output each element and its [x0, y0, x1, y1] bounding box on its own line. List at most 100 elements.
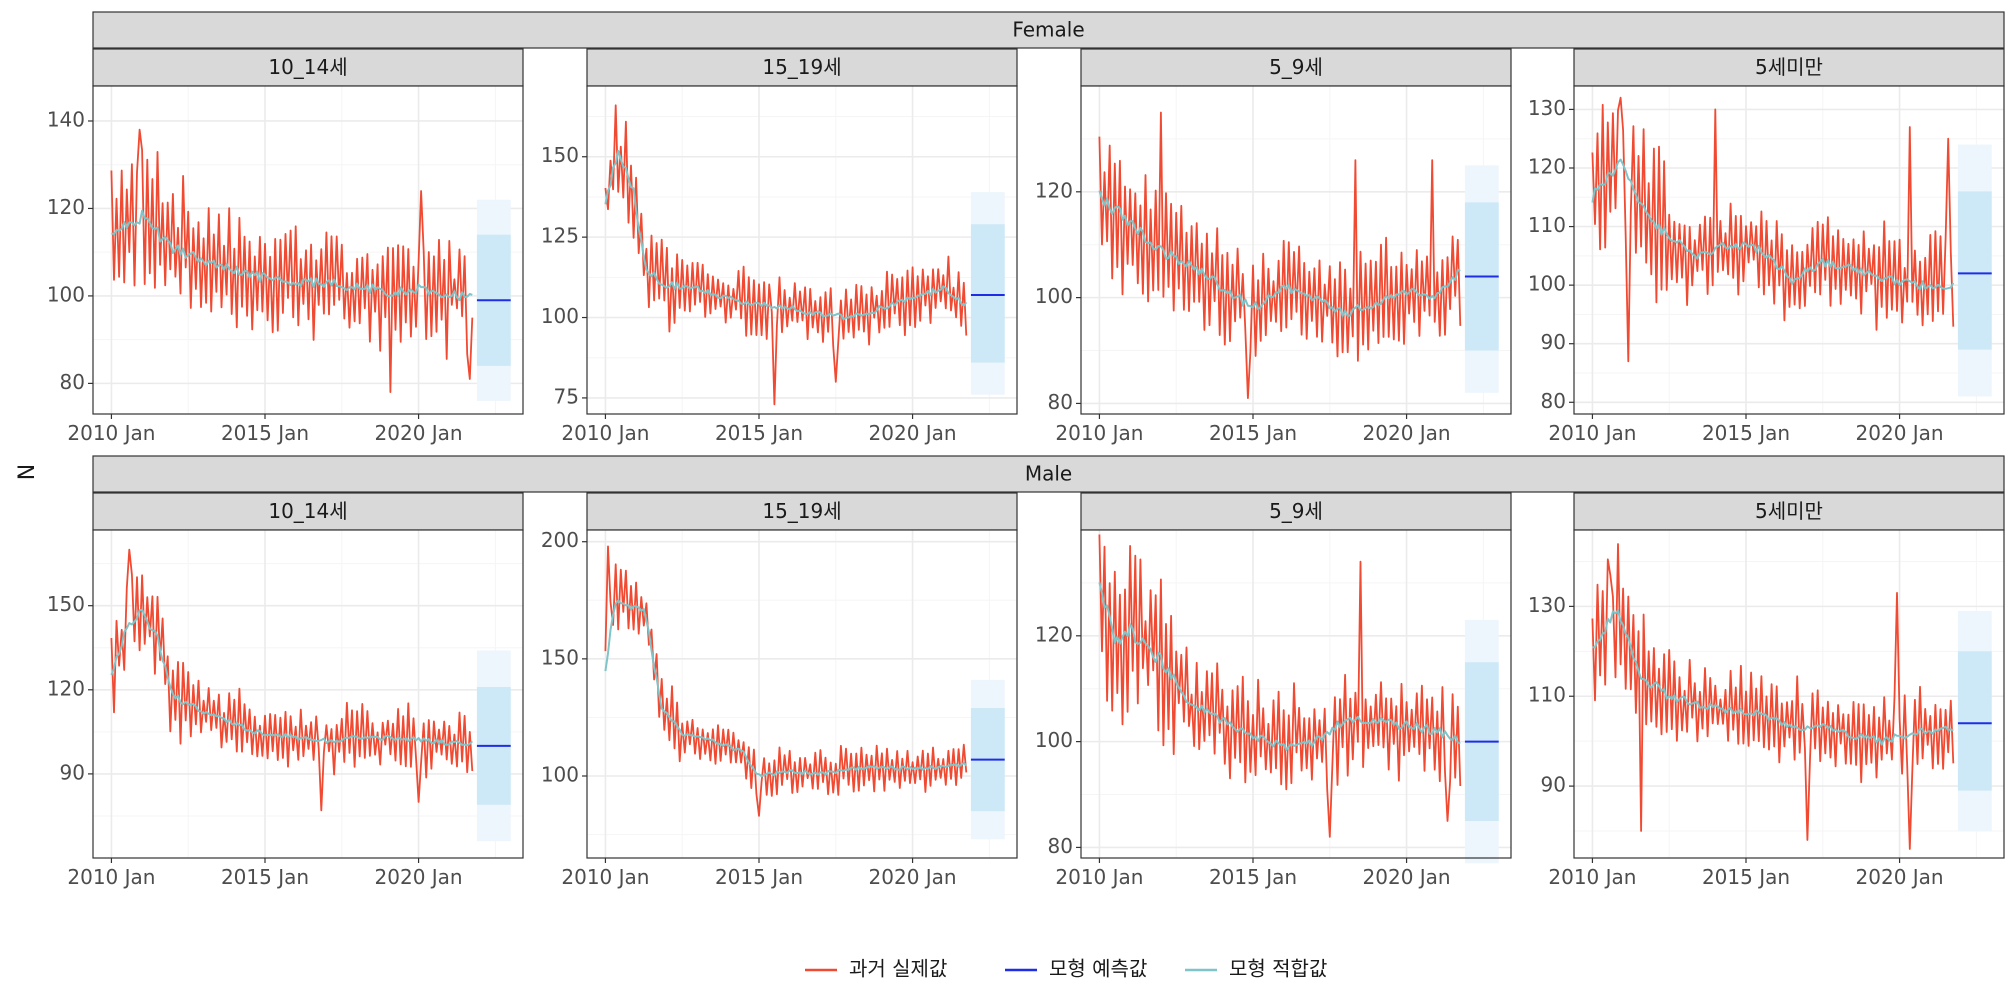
y-tick-label: 150	[541, 645, 579, 669]
panel-background	[93, 86, 523, 414]
y-tick-label: 75	[554, 384, 579, 408]
x-tick-label: 2015 Jan	[221, 865, 309, 889]
fitted-series-line	[1098, 582, 1461, 751]
x-tick-label: 2010 Jan	[561, 421, 649, 445]
chart-panels: 10_14세 80 100 120 140 2010 Jan 2015 Jan 2020 Ja…	[47, 11, 2005, 889]
x-tick-label: 2015 Jan	[715, 421, 803, 445]
x-tick-label: 2020 Jan	[375, 865, 463, 889]
y-tick-label: 80	[1048, 390, 1073, 414]
fitted-series-line	[604, 149, 968, 321]
y-tick-label: 100	[1035, 728, 1073, 752]
panel-background	[587, 86, 1017, 414]
panel-border	[1080, 529, 1512, 859]
x-tick-label: 2020 Jan	[869, 421, 957, 445]
facet-panel: 15_19세 100 150 200 2010 Jan 2015 Jan 2020 Jan	[541, 492, 1018, 889]
y-tick-label: 120	[1035, 622, 1073, 646]
sex-strip-label: Female	[1012, 18, 1084, 42]
x-tick-label: 2010 Jan	[1548, 421, 1636, 445]
fitted-series-line	[604, 599, 968, 778]
group-strip-label: 10_14세	[268, 55, 347, 79]
panel-background	[1081, 530, 1511, 858]
prediction-interval-80	[1957, 191, 1992, 350]
y-tick-label: 120	[1035, 178, 1073, 202]
facet-panel: 15_19세 75 100 125 150 2010 Jan 2015 Jan 2020 Ja…	[541, 48, 1018, 445]
prediction-interval-80	[970, 224, 1005, 363]
panel-background	[587, 530, 1017, 858]
fitted-series-line	[1592, 609, 1954, 746]
y-tick-label: 100	[541, 304, 579, 328]
group-strip	[92, 48, 524, 87]
x-tick-label: 2020 Jan	[1856, 865, 1944, 889]
sex-strip-label: Male	[1025, 462, 1072, 486]
x-tick-label: 2010 Jan	[67, 865, 155, 889]
fitted-series-line	[111, 209, 473, 302]
y-tick-label: 200	[541, 528, 579, 552]
group-strip-label: 15_19세	[762, 499, 841, 523]
y-tick-label: 80	[1541, 389, 1566, 413]
group-strip-label: 15_19세	[762, 55, 841, 79]
group-strip	[1573, 492, 2005, 531]
facet-panel: 5_9세 80 100 120 2010 Jan 2015 Jan 2020 Jan	[1035, 48, 1512, 445]
y-tick-label: 120	[47, 195, 85, 219]
x-tick-label: 2015 Jan	[1209, 421, 1297, 445]
y-tick-label: 80	[1048, 834, 1073, 858]
x-tick-label: 2010 Jan	[1055, 421, 1143, 445]
facet-panel: 5세미만 80 90 100 110 120 130 2010 Jan 2015 Jan 2020…	[1528, 48, 2005, 445]
y-tick-label: 100	[541, 763, 579, 787]
group-strip-label: 5세미만	[1755, 499, 1823, 523]
x-tick-label: 2015 Jan	[1702, 421, 1790, 445]
facet-panel: 5세미만 90 110 130 2010 Jan 2015 Jan 2020 Jan	[1528, 492, 2005, 889]
y-tick-label: 150	[47, 592, 85, 616]
y-tick-label: 120	[47, 676, 85, 700]
group-strip-label: 5세미만	[1755, 55, 1823, 79]
actual-series-line	[1591, 96, 1955, 363]
fitted-series-line	[1591, 158, 1955, 291]
group-strip-label: 10_14세	[268, 499, 347, 523]
panel-background	[93, 530, 523, 858]
y-tick-label: 100	[47, 282, 85, 306]
panel-border	[586, 529, 1018, 859]
actual-series-line	[110, 548, 474, 812]
x-tick-label: 2020 Jan	[1363, 421, 1451, 445]
y-tick-label: 130	[1528, 593, 1566, 617]
y-tick-label: 150	[541, 143, 579, 167]
y-tick-label: 140	[47, 107, 85, 131]
fitted-series-line	[110, 608, 473, 747]
actual-series-line	[110, 128, 474, 394]
x-tick-label: 2015 Jan	[715, 865, 803, 889]
legend-label-actual: 과거 실제값	[849, 957, 947, 981]
panel-border	[1080, 85, 1512, 415]
sex-strip	[92, 11, 2005, 49]
facet-panel: 10_14세 80 100 120 140 2010 Jan 2015 Jan 2020 Ja…	[47, 48, 524, 445]
y-tick-label: 130	[1528, 96, 1566, 120]
y-tick-label: 120	[1528, 155, 1566, 179]
y-tick-label: 110	[1528, 213, 1566, 237]
actual-series-line	[604, 545, 968, 817]
facet-panel: 5_9세 80 100 120 2010 Jan 2015 Jan 2020 Jan	[1035, 492, 1512, 889]
panel-border	[1573, 85, 2005, 415]
y-tick-label: 90	[1541, 330, 1566, 354]
prediction-interval-80	[1957, 651, 1992, 791]
x-tick-label: 2010 Jan	[67, 421, 155, 445]
group-strip-label: 5_9세	[1269, 499, 1323, 523]
x-tick-label: 2020 Jan	[869, 865, 957, 889]
y-axis-title: N	[15, 464, 40, 480]
x-tick-label: 2020 Jan	[1363, 865, 1451, 889]
x-tick-label: 2015 Jan	[1209, 865, 1297, 889]
y-tick-label: 90	[1541, 773, 1566, 797]
group-strip-label: 5_9세	[1269, 55, 1323, 79]
x-tick-label: 2015 Jan	[1702, 865, 1790, 889]
y-tick-label: 125	[541, 224, 579, 248]
panel-border	[586, 85, 1018, 415]
legend: 과거 실제값 모형 예측값 모형 적합값	[805, 957, 1327, 981]
group-strip	[1573, 48, 2005, 87]
panel-border	[92, 529, 524, 859]
group-strip	[92, 492, 524, 531]
panel-background	[1081, 86, 1511, 414]
legend-label-forecast: 모형 예측값	[1049, 957, 1147, 981]
y-tick-label: 100	[1035, 284, 1073, 308]
actual-series-line	[1098, 111, 1462, 400]
y-tick-label: 90	[60, 760, 85, 784]
y-tick-label: 100	[1528, 272, 1566, 296]
